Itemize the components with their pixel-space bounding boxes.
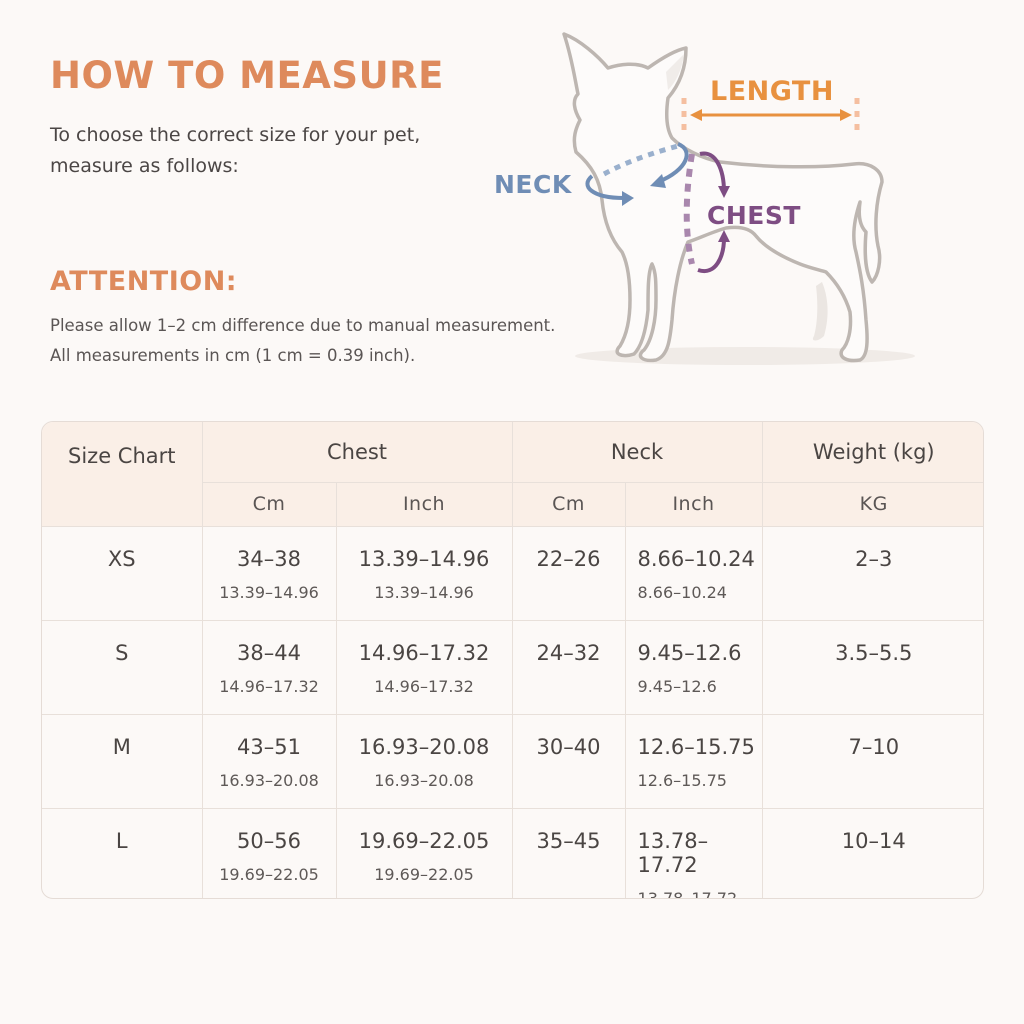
- neck-cm-header: Cm: [511, 481, 626, 527]
- size-label: XS: [107, 546, 136, 571]
- chest-cm-subvalue: 13.39–14.96: [219, 582, 319, 602]
- neck-cm-value: 24–32: [536, 640, 601, 665]
- size-label: M: [112, 734, 131, 759]
- neck-cm-value: 35–45: [536, 828, 601, 853]
- table-row-s: S 38–44 14.96–17.32 14.96–17.32 14.96–17.3…: [42, 619, 983, 715]
- size-label: S: [115, 640, 129, 665]
- chest-inch-value: 16.93–20.08: [358, 734, 490, 759]
- attention-title: ATTENTION:: [50, 266, 238, 297]
- chest-cm-value: 38–44: [237, 640, 301, 665]
- neck-cm-value: 22–26: [536, 546, 601, 571]
- table-row-l: L 50–56 19.69–22.05 19.69–22.05 19.69–22.0…: [42, 807, 983, 899]
- chest-label: CHEST: [707, 201, 801, 230]
- length-label: LENGTH: [710, 76, 834, 107]
- intro-text: To choose the correct size for your pet,…: [50, 124, 421, 177]
- chest-inch-subvalue: 19.69–22.05: [374, 864, 474, 884]
- weight-value: 7–10: [848, 734, 900, 759]
- weight-header: Weight (kg): [761, 422, 983, 483]
- neck-inch-value: 9.45–12.6: [637, 640, 742, 665]
- weight-value: 3.5–5.5: [835, 640, 913, 665]
- chest-header: Chest: [201, 422, 513, 483]
- chest-cm-subvalue: 14.96–17.32: [219, 676, 319, 696]
- chest-cm-subvalue: 19.69–22.05: [219, 864, 319, 884]
- dog-measurement-illustration: LENGTH NECK CHEST: [480, 20, 920, 380]
- size-label: L: [115, 828, 128, 853]
- chest-inch-subvalue: 13.39–14.96: [374, 582, 474, 602]
- table-row-xs: XS 34–38 13.39–14.96 13.39–14.96 13.39–14.…: [42, 525, 983, 621]
- attention-note-units: All measurements in cm (1 cm = 0.39 inch…: [50, 346, 416, 365]
- neck-inch-subvalue: 12.6–15.75: [637, 770, 727, 790]
- neck-inch-value: 12.6–15.75: [637, 734, 755, 759]
- chest-cm-value: 50–56: [237, 828, 301, 853]
- chest-inch-value: 19.69–22.05: [358, 828, 490, 853]
- weight-value: 2–3: [855, 546, 893, 571]
- page-title: HOW TO MEASURE: [50, 54, 444, 97]
- weight-value: 10–14: [841, 828, 906, 853]
- chest-cm-value: 43–51: [237, 734, 301, 759]
- attention-note-tolerance: Please allow 1–2 cm difference due to ma…: [50, 316, 556, 335]
- neck-cm-value: 30–40: [536, 734, 601, 759]
- neck-inch-subvalue: 8.66–10.24: [637, 582, 727, 602]
- chest-cm-header: Cm: [202, 481, 337, 527]
- neck-inch-value: 13.78–17.72: [637, 828, 709, 877]
- weight-kg-header: KG: [761, 481, 983, 527]
- neck-label: NECK: [494, 170, 572, 199]
- dog-outline-icon: [562, 32, 915, 365]
- chest-cm-value: 34–38: [237, 546, 301, 571]
- chest-inch-value: 14.96–17.32: [358, 640, 490, 665]
- neck-inch-subvalue: 13.78–17.72: [637, 888, 738, 899]
- chest-inch-value: 13.39–14.96: [358, 546, 490, 571]
- neck-inch-header: Inch: [624, 481, 763, 527]
- neck-inch-subvalue: 9.45–12.6: [637, 676, 717, 696]
- neck-header: Neck: [511, 422, 763, 483]
- chest-inch-header: Inch: [335, 481, 513, 527]
- size-chart-header: Size Chart: [42, 422, 203, 527]
- chest-inch-subvalue: 16.93–20.08: [374, 770, 474, 790]
- size-chart-table: Size Chart Chest Neck Weight (kg) Cm Inc…: [41, 421, 984, 899]
- chest-inch-subvalue: 14.96–17.32: [374, 676, 474, 696]
- chest-cm-subvalue: 16.93–20.08: [219, 770, 319, 790]
- neck-inch-value: 8.66–10.24: [637, 546, 755, 571]
- table-row-m: M 43–51 16.93–20.08 16.93–20.08 16.93–20.0…: [42, 713, 983, 809]
